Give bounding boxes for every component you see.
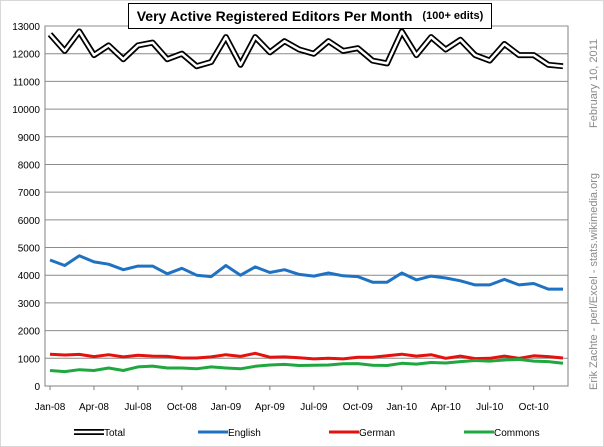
- series-german-line: [49, 351, 564, 361]
- credit-note: Erik Zachte - perl/Excel - stats.wikimed…: [588, 172, 600, 390]
- series-layer: [47, 28, 564, 374]
- x-tick-label: Oct-10: [519, 402, 549, 413]
- date-note: February 10, 2011: [588, 38, 600, 128]
- y-tick-label: 10000: [12, 105, 40, 116]
- chart-title-box: Very Active Registered Editors Per Month…: [128, 3, 492, 29]
- y-axis-ticks: 0 1000 2000 3000 4000 5000 6000 7000 8000 9000 100…: [12, 22, 40, 393]
- legend: Total English German Commons: [74, 428, 540, 439]
- y-tick-label: 3000: [18, 299, 41, 310]
- x-tick-label: Oct-09: [343, 402, 373, 413]
- y-tick-label: 4000: [18, 271, 41, 282]
- y-tick-label: 7000: [18, 188, 41, 199]
- x-tick-label: Jul-09: [300, 402, 328, 413]
- x-tick-label: Apr-09: [255, 402, 285, 413]
- y-tick-label: 5000: [18, 244, 41, 255]
- legend-english-label: English: [228, 428, 261, 439]
- x-tick-label: Jan-09: [211, 402, 242, 413]
- legend-total-label: Total: [104, 428, 125, 439]
- y-tick-label: 13000: [12, 22, 40, 33]
- series-commons-line: [49, 357, 564, 374]
- x-tick-label: Apr-10: [431, 402, 461, 413]
- x-tick-label: Apr-08: [79, 402, 109, 413]
- y-tick-label: 6000: [18, 216, 41, 227]
- y-tick-label: 0: [34, 382, 40, 393]
- chart-title: Very Active Registered Editors Per Month: [136, 8, 413, 24]
- series-english-line: [49, 254, 563, 291]
- x-tick-label: Jul-08: [124, 402, 152, 413]
- y-tick-label: 2000: [18, 327, 41, 338]
- x-tick-label: Jul-10: [476, 402, 504, 413]
- x-axis-ticks: Jan-08 Apr-08 Jul-08 Oct-08 Jan-09 Apr-09 Jul-…: [35, 386, 549, 413]
- y-tick-label: 8000: [18, 160, 41, 171]
- legend-commons-label: Commons: [494, 428, 540, 439]
- y-tick-label: 1000: [18, 354, 41, 365]
- x-tick-label: Jan-10: [386, 402, 417, 413]
- y-tick-label: 9000: [18, 133, 41, 144]
- x-tick-label: Oct-08: [167, 402, 197, 413]
- x-tick-label: Jan-08: [35, 402, 66, 413]
- y-tick-label: 11000: [13, 77, 41, 88]
- plot-area: [44, 25, 569, 387]
- series-total-line-inner: [49, 30, 564, 68]
- chart-subtitle: (100+ edits): [422, 10, 484, 22]
- legend-german-label: German: [359, 428, 395, 439]
- y-tick-label: 12000: [12, 50, 40, 61]
